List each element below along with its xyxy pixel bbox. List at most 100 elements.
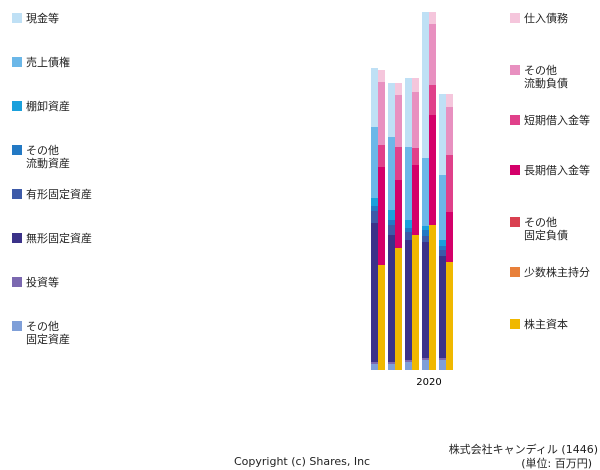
bar-segment [446, 212, 453, 262]
bar-segment [429, 85, 436, 115]
bar-segment [371, 364, 378, 370]
bar-segment [395, 248, 402, 370]
legend-swatch [12, 321, 22, 331]
bar-segment [422, 12, 429, 158]
bar-segment [395, 95, 402, 147]
legend-swatch [12, 189, 22, 199]
bar-segment [378, 167, 385, 265]
unit: (単位: 百万円) [521, 457, 592, 470]
bar-segment [405, 228, 412, 232]
legend-label: 株主資本 [524, 318, 568, 331]
bar-segment [395, 83, 402, 95]
legend-label: 投資等 [26, 276, 59, 289]
legend-swatch [510, 115, 520, 125]
legend-swatch [12, 233, 22, 243]
bar-segment [439, 250, 446, 256]
bar-segment [405, 220, 412, 228]
bar-segment [439, 94, 446, 175]
legend-swatch [12, 57, 22, 67]
bar-segment [439, 246, 446, 250]
bar-segment [371, 223, 378, 362]
bar-segment [388, 364, 395, 370]
bar-segment [446, 107, 453, 155]
legend-label: 無形固定資産 [26, 232, 92, 245]
bar-segment [446, 94, 453, 107]
bar-segment [395, 147, 402, 180]
legend-swatch [510, 13, 520, 23]
bar-segment [388, 225, 395, 235]
bar-segment [422, 236, 429, 242]
bar-segment [388, 362, 395, 364]
bar-segment [439, 360, 446, 370]
legend-swatch [510, 165, 520, 175]
bar-segment [371, 362, 378, 364]
bar-segment [412, 78, 419, 92]
bar-segment [439, 175, 446, 240]
bar-segment [422, 226, 429, 230]
legend-label: 有形固定資産 [26, 188, 92, 201]
legend-swatch [510, 65, 520, 75]
bar-segment [412, 92, 419, 148]
legend-label: 少数株主持分 [524, 266, 590, 279]
bar-segment [388, 220, 395, 225]
bar-segment [429, 115, 436, 225]
bar-segment [388, 210, 395, 220]
legend-label: 仕入債務 [524, 12, 568, 25]
bar-segment [439, 256, 446, 358]
bar-segment [412, 235, 419, 370]
bar-segment [371, 68, 378, 127]
bar-segment [371, 127, 378, 198]
legend-swatch [12, 101, 22, 111]
bar-segment [371, 198, 378, 206]
bar-segment [395, 180, 402, 248]
bar-segment [405, 232, 412, 240]
company: 株式会社キャンディル (1446) [448, 443, 598, 456]
bar-segment [371, 211, 378, 223]
bar-segment [422, 158, 429, 226]
bar-segment [405, 147, 412, 220]
legend-label: 短期借入金等 [524, 114, 590, 127]
bar-segment [378, 70, 385, 82]
bar-segment [405, 360, 412, 362]
bar-segment [405, 78, 412, 147]
bar-segment [378, 82, 385, 145]
bar-segment [388, 137, 395, 210]
bar-segment [422, 360, 429, 370]
legend-label: その他 固定負債 [524, 216, 568, 242]
legend-label: その他 固定資産 [26, 320, 70, 346]
legend-label: その他 流動負債 [524, 64, 568, 90]
legend-label: その他 流動資産 [26, 144, 70, 170]
legend-label: 現金等 [26, 12, 59, 25]
bar-segment [405, 362, 412, 370]
legend-label: 売上債権 [26, 56, 70, 69]
bar-segment [378, 145, 385, 167]
legend-swatch [12, 13, 22, 23]
bar-segment [446, 262, 453, 370]
legend-label: 長期借入金等 [524, 164, 590, 177]
legend-swatch [510, 319, 520, 329]
legend-swatch [12, 145, 22, 155]
bar-segment [422, 242, 429, 358]
bar-segment [388, 83, 395, 137]
bar-segment [412, 148, 419, 165]
legend-swatch [510, 217, 520, 227]
legend-label: 棚卸資産 [26, 100, 70, 113]
bar-segment [422, 230, 429, 236]
bar-segment [378, 265, 385, 370]
bar-segment [439, 358, 446, 360]
bar-segment [405, 240, 412, 360]
bar-segment [429, 12, 436, 24]
bar-segment [429, 225, 436, 370]
bar-segment [429, 24, 436, 85]
bar-segment [422, 358, 429, 360]
copyright: Copyright (c) Shares, Inc [234, 455, 371, 468]
bar-segment [388, 235, 395, 362]
legend-swatch [510, 267, 520, 277]
bar-segment [371, 206, 378, 211]
bar-segment [412, 165, 419, 235]
legend-swatch [12, 277, 22, 287]
bar-segment [446, 155, 453, 212]
bar-segment [439, 240, 446, 246]
